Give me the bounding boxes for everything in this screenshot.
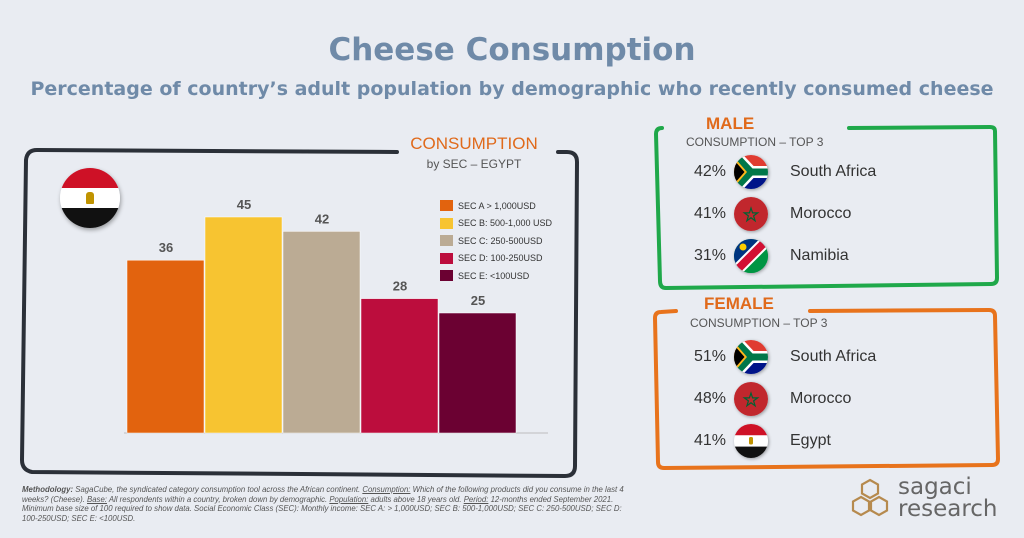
rank-country: Egypt <box>790 432 831 449</box>
rank-country: Morocco <box>790 205 852 222</box>
rank-percentage: 41% <box>693 432 726 449</box>
bar-value-label-2: 45 <box>237 197 251 212</box>
south-africa-flag-icon <box>734 340 768 374</box>
legend-swatch <box>440 217 453 229</box>
bar-5 <box>438 312 517 434</box>
bar-4 <box>360 298 439 434</box>
bar-2 <box>204 216 283 434</box>
chart-legend: SEC A > 1,000USD SEC B: 500-1,000 USD SEC … <box>440 197 552 285</box>
legend-label: SEC C: 250-500USD <box>458 235 543 246</box>
legend-swatch <box>440 235 453 246</box>
egypt-flag-icon <box>60 168 120 228</box>
methodology-note: Methodology: SagaCube, the syndicated ca… <box>22 485 634 523</box>
base-text: All respondents within a country, broken… <box>106 494 330 504</box>
rank-country: Namibia <box>790 247 849 264</box>
male-subheading: CONSUMPTION – TOP 3 <box>686 135 824 149</box>
male-rank-row: 31% Namibia <box>676 239 849 273</box>
female-rank-row: 41% Egypt <box>676 424 831 458</box>
legend-label: SEC B: 500-1,000 USD <box>458 218 553 228</box>
methodology-text: SagaCube, the syndicated category consum… <box>73 485 363 494</box>
rank-country: Morocco <box>790 390 852 407</box>
consumption-text: Which of the following products did you … <box>22 485 624 504</box>
page-subtitle: Percentage of country’s adult population… <box>30 78 994 100</box>
female-rank-row: 48% Morocco <box>676 382 851 416</box>
hexagon-logo-icon <box>851 478 889 517</box>
legend-swatch <box>440 270 453 281</box>
rank-country: South Africa <box>790 163 877 180</box>
female-heading: FEMALE <box>704 294 774 313</box>
legend-item: SEC E: <100USD <box>440 267 552 284</box>
male-heading: MALE <box>706 114 755 133</box>
morocco-flag-icon <box>734 197 768 231</box>
sagaci-logo: sagaci research <box>850 474 998 522</box>
rank-percentage: 31% <box>693 247 726 264</box>
rank-percentage: 42% <box>693 163 726 180</box>
legend-swatch <box>440 252 453 264</box>
egypt-flag-icon <box>734 424 768 458</box>
period-label: Period: <box>463 494 489 504</box>
rank-country: South Africa <box>790 348 877 365</box>
chart-title: CONSUMPTION <box>410 134 538 153</box>
logo-line1: sagaci <box>898 474 972 500</box>
rank-percentage: 41% <box>693 205 726 222</box>
bar-value-label-1: 36 <box>159 240 173 255</box>
legend-item: SEC B: 500-1,000 USD <box>440 215 552 232</box>
logo-line2: research <box>898 496 998 522</box>
female-frame <box>653 308 1000 470</box>
rank-percentage: 48% <box>693 390 726 407</box>
male-rank-row: 41% Morocco <box>676 197 851 231</box>
methodology-label: Methodology: <box>22 485 74 494</box>
namibia-flag-icon <box>734 239 768 273</box>
legend-item: SEC A > 1,000USD <box>440 197 552 214</box>
population-label: Population: <box>329 494 369 504</box>
male-rank-row: 42% South Africa <box>676 155 876 189</box>
bar-value-label-5: 25 <box>471 293 485 308</box>
population-text: adults above 18 years old. <box>368 494 464 504</box>
south-africa-flag-icon <box>734 155 768 189</box>
female-subheading: CONSUMPTION – TOP 3 <box>690 316 828 330</box>
bar-1 <box>126 259 205 434</box>
chart-frame <box>20 148 579 478</box>
legend-item: SEC D: 100-250USD <box>440 250 552 267</box>
period-text: 12-months ended September 2021. Minimum … <box>22 494 622 523</box>
legend-label: SEC D: 100-250USD <box>458 253 543 263</box>
legend-item: SEC C: 250-500USD <box>440 232 552 249</box>
chart-subtitle: by SEC – EGYPT <box>426 157 522 171</box>
legend-label: SEC A > 1,000USD <box>458 200 536 211</box>
base-label: Base: <box>87 494 107 504</box>
bar-value-label-4: 28 <box>393 279 407 294</box>
morocco-flag-icon <box>734 382 768 416</box>
rank-percentage: 51% <box>693 348 726 365</box>
female-rank-row: 51% South Africa <box>676 340 876 374</box>
bar-3 <box>282 231 361 434</box>
page-title: Cheese Consumption <box>328 32 696 68</box>
consumption-label: Consumption: <box>362 485 411 494</box>
male-frame <box>654 125 999 290</box>
bar-value-label-3: 42 <box>315 211 329 226</box>
legend-swatch <box>440 200 453 211</box>
legend-label: SEC E: <100USD <box>458 270 530 281</box>
